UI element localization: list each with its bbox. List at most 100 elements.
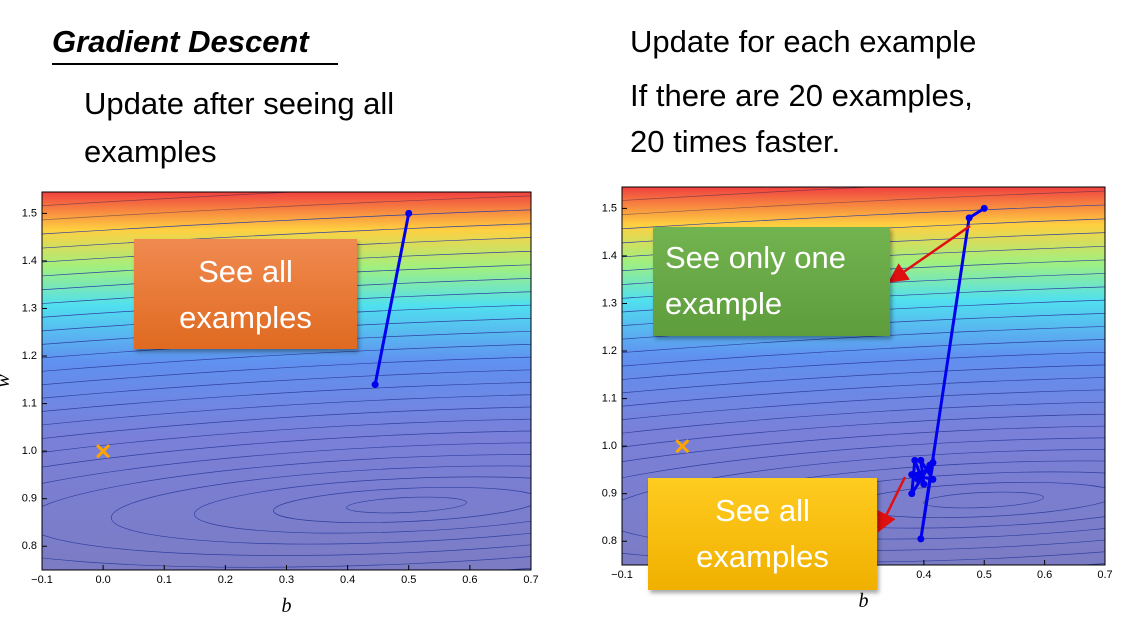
- text-line: 20 times faster.: [630, 124, 840, 159]
- descent-point: [965, 214, 973, 222]
- x-tick-label: −0.1: [611, 569, 633, 581]
- descent-point: [371, 381, 379, 389]
- y-tick-label: 1.5: [22, 207, 37, 219]
- optimum-marker: [96, 444, 111, 459]
- contour: [622, 400, 1105, 565]
- y-tick-label: 1.0: [602, 440, 617, 452]
- x-tick-label: 0.5: [401, 574, 416, 586]
- text-line: If there are 20 examples,: [630, 78, 973, 113]
- descent-point: [917, 456, 925, 464]
- x-tick-label: 0.4: [916, 569, 931, 581]
- contour: [42, 197, 531, 570]
- contour: [42, 241, 531, 570]
- contour: [194, 476, 531, 534]
- y-tick-label: 1.2: [602, 345, 617, 357]
- annotation-box: See only one example: [653, 227, 890, 336]
- descent-point: [926, 466, 934, 474]
- descent-point: [911, 456, 919, 464]
- contour: [42, 212, 531, 570]
- x-tick-label: 0.7: [523, 574, 538, 586]
- contour: [622, 279, 1105, 565]
- x-axis-label: b: [282, 595, 292, 617]
- contour: [42, 405, 531, 570]
- contour: [622, 192, 1105, 565]
- contour: [622, 236, 1105, 565]
- contour: [622, 348, 1105, 565]
- contour: [42, 339, 531, 570]
- contour: [622, 293, 1105, 565]
- descent-point: [405, 209, 413, 217]
- contour: [42, 379, 531, 570]
- arrow: [877, 476, 907, 533]
- contour: [622, 449, 1105, 551]
- descent-point: [914, 475, 922, 483]
- x-tick-label: 0.3: [279, 574, 294, 586]
- x-tick-label: 0.7: [1097, 569, 1112, 581]
- y-tick-label: 0.8: [602, 535, 617, 547]
- contour: [622, 412, 1105, 565]
- contour: [622, 207, 1105, 565]
- text-line: Update for each example: [630, 24, 976, 59]
- contour: [42, 270, 531, 570]
- contour: [622, 437, 1105, 563]
- contour: [42, 298, 531, 570]
- descent-point: [929, 475, 937, 483]
- contour: [622, 387, 1105, 565]
- y-tick-label: 1.3: [602, 297, 617, 309]
- contour: [346, 496, 467, 514]
- y-tick-label: 1.4: [22, 255, 37, 267]
- descent-point: [908, 471, 916, 479]
- contour: [923, 491, 1044, 509]
- descent-point: [908, 490, 916, 498]
- x-tick-label: 0.6: [462, 574, 477, 586]
- y-tick-label: 1.5: [602, 202, 617, 214]
- contour: [110, 465, 531, 545]
- y-tick-label: 1.4: [602, 250, 617, 262]
- y-axis-label: w: [0, 374, 14, 388]
- descent-path: [373, 213, 411, 385]
- x-tick-label: 0.0: [95, 574, 110, 586]
- text-line: Update after seeing all: [84, 86, 394, 121]
- y-tick-label: 0.9: [602, 488, 617, 500]
- contour: [622, 265, 1105, 565]
- contour: [42, 430, 531, 570]
- contour: [622, 250, 1105, 565]
- x-tick-label: 0.2: [218, 574, 233, 586]
- y-tick-label: 1.1: [602, 392, 617, 404]
- x-tick-label: −0.1: [31, 574, 53, 586]
- contour: [42, 353, 531, 570]
- contour: [42, 284, 531, 570]
- x-axis-label: b: [859, 590, 869, 612]
- descent-point: [980, 204, 988, 212]
- contour: [42, 392, 531, 570]
- x-tick-label: 0.1: [157, 574, 172, 586]
- descent-point: [920, 480, 928, 488]
- contour: [42, 442, 531, 568]
- contour: [42, 325, 531, 570]
- contour: [622, 222, 1105, 565]
- annotation-box: See all examples: [134, 239, 357, 349]
- arrow: [887, 224, 971, 283]
- contour: [622, 425, 1105, 565]
- contour: [622, 334, 1105, 565]
- contour: [622, 320, 1105, 565]
- contour: [42, 312, 531, 570]
- contour: [42, 192, 531, 570]
- x-tick-label: 0.5: [977, 569, 992, 581]
- x-tick-label: 0.4: [340, 574, 355, 586]
- annotation-box: See all examples: [648, 478, 877, 590]
- y-tick-label: 1.0: [22, 445, 37, 457]
- contour: [622, 307, 1105, 565]
- contour: [42, 227, 531, 570]
- optimum-marker: [675, 439, 690, 454]
- y-tick-label: 1.2: [22, 350, 37, 362]
- text-line: examples: [84, 134, 217, 169]
- contour: [622, 361, 1105, 565]
- heading: Gradient Descent: [52, 24, 310, 59]
- contour: [622, 374, 1105, 565]
- y-tick-label: 0.9: [22, 493, 37, 505]
- contour: [622, 187, 1105, 565]
- contour: [42, 366, 531, 570]
